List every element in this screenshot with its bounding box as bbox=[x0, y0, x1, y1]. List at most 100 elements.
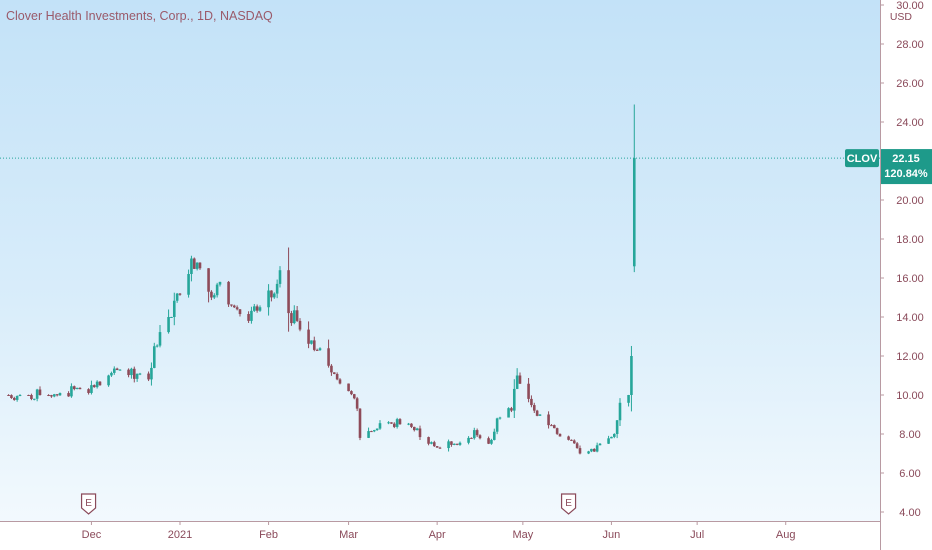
earnings-marker-label: E bbox=[85, 498, 92, 509]
candle-body bbox=[630, 356, 633, 395]
candle-body bbox=[212, 295, 216, 298]
candle-body bbox=[607, 438, 610, 444]
candle-body bbox=[70, 386, 73, 397]
candle-body bbox=[272, 293, 276, 298]
candle-body bbox=[510, 408, 513, 411]
candle-body bbox=[195, 262, 199, 269]
candle-body bbox=[415, 428, 419, 431]
candle-body bbox=[10, 395, 13, 398]
candle-body bbox=[12, 397, 16, 400]
time-tick-label: 2021 bbox=[168, 529, 192, 541]
candle-body bbox=[78, 387, 82, 390]
candle-body bbox=[530, 398, 533, 406]
candle-body bbox=[552, 425, 556, 429]
candle-body bbox=[18, 395, 22, 397]
candle-body bbox=[150, 367, 153, 380]
candle-body bbox=[190, 258, 193, 275]
symbol-tag-label: CLOV bbox=[847, 153, 878, 165]
candle-body bbox=[158, 332, 162, 346]
candle-body bbox=[95, 381, 99, 388]
candle-body bbox=[287, 270, 290, 314]
candle-body bbox=[498, 417, 502, 419]
candle-body bbox=[598, 443, 602, 446]
candle-body bbox=[115, 368, 119, 371]
candle-body bbox=[198, 262, 202, 269]
candle-body bbox=[167, 317, 170, 333]
candle-body bbox=[127, 369, 130, 376]
candle-body bbox=[412, 426, 416, 431]
price-tick-label: 16.00 bbox=[896, 273, 924, 285]
candle-body bbox=[30, 395, 33, 400]
candle-body bbox=[250, 310, 253, 321]
candle-body bbox=[447, 441, 450, 449]
candle-body bbox=[567, 436, 570, 440]
candle-body bbox=[367, 431, 370, 438]
candle-body bbox=[295, 310, 299, 321]
price-tick-label: 28.00 bbox=[896, 39, 924, 51]
candle-body bbox=[87, 389, 90, 393]
candle-body bbox=[450, 441, 453, 445]
candle-body bbox=[572, 440, 576, 444]
candle-body bbox=[147, 373, 150, 380]
price-axis-background bbox=[880, 0, 932, 550]
candle-body bbox=[470, 437, 473, 439]
candle-body bbox=[455, 443, 459, 445]
candle-body bbox=[107, 375, 110, 386]
candle-body bbox=[210, 291, 213, 298]
time-tick-label: Aug bbox=[776, 529, 796, 541]
candle-body bbox=[227, 281, 230, 305]
candle-body bbox=[478, 435, 482, 439]
candle-body bbox=[252, 306, 256, 311]
earnings-marker-icon bbox=[560, 493, 577, 515]
candle-body bbox=[170, 316, 173, 318]
price-tick-label: 18.00 bbox=[896, 234, 924, 246]
candle-body bbox=[427, 437, 430, 444]
candle-body bbox=[535, 410, 539, 416]
candle-body bbox=[332, 372, 336, 374]
candle-body bbox=[318, 348, 322, 351]
price-tick-label: 10.00 bbox=[896, 390, 924, 402]
candle-body bbox=[398, 419, 402, 425]
candle-body bbox=[112, 368, 116, 373]
candle-body bbox=[258, 307, 262, 311]
candle-body bbox=[215, 284, 219, 296]
price-tick-label: 6.00 bbox=[899, 468, 920, 480]
candle-body bbox=[590, 448, 593, 452]
candle-body bbox=[527, 383, 530, 399]
candle-body bbox=[335, 373, 339, 380]
candle-body bbox=[27, 395, 30, 396]
time-tick-label: Feb bbox=[259, 529, 278, 541]
candle-body bbox=[395, 419, 399, 427]
candle-body bbox=[578, 448, 582, 454]
candle-body bbox=[255, 306, 259, 311]
chart-title: Clover Health Investments, Corp., 1D, NA… bbox=[6, 9, 273, 23]
candle-body bbox=[7, 395, 10, 396]
candle-body bbox=[507, 408, 510, 418]
candle-body bbox=[358, 408, 362, 438]
candle-body bbox=[172, 300, 176, 317]
candle-body bbox=[370, 431, 373, 433]
candle-body bbox=[238, 309, 242, 315]
price-tick-label: 24.00 bbox=[896, 117, 924, 129]
price-tick-label: 12.00 bbox=[896, 351, 924, 363]
candle-body bbox=[595, 445, 599, 452]
candle-body bbox=[118, 369, 122, 371]
candle-body bbox=[392, 423, 396, 427]
candle-body bbox=[152, 346, 156, 368]
time-tick-label: Dec bbox=[82, 529, 102, 541]
candle-body bbox=[587, 451, 590, 454]
candle-body bbox=[235, 307, 239, 310]
candle-body bbox=[627, 395, 630, 403]
earnings-marker-label: E bbox=[565, 498, 572, 509]
candle-body bbox=[632, 158, 636, 267]
candle-body bbox=[372, 430, 376, 432]
price-tick-label: 30.00 bbox=[896, 0, 924, 12]
candle-body bbox=[130, 368, 133, 376]
candle-body bbox=[432, 442, 436, 447]
candle-body bbox=[538, 414, 542, 416]
candle-body bbox=[347, 383, 350, 392]
earnings-marker-icon bbox=[80, 493, 97, 515]
price-tick-label: 26.00 bbox=[896, 78, 924, 90]
candle-body bbox=[178, 293, 182, 295]
